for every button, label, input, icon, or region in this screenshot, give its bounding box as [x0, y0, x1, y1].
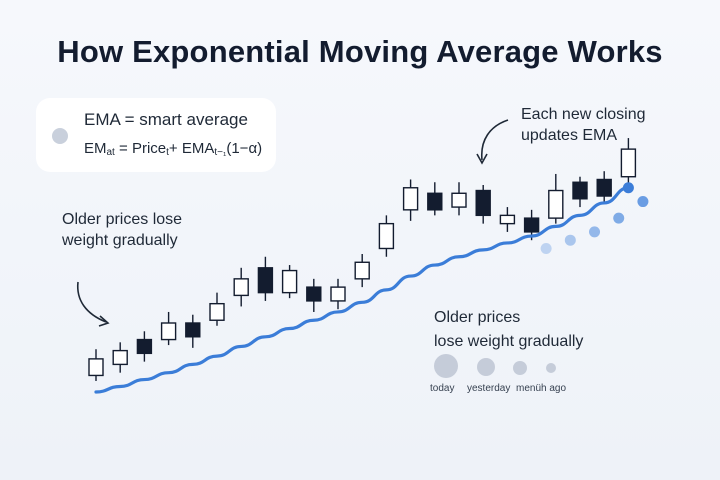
- weight-label-ago: menüh ago: [516, 383, 567, 394]
- formula-part-d: (1−α): [226, 140, 263, 157]
- formula-part-b: = Price: [114, 140, 167, 157]
- candle-body: [136, 338, 153, 355]
- candle-body: [620, 148, 637, 178]
- formula-sub-c: t−₁: [214, 147, 227, 158]
- formula-part-a: EM: [84, 140, 107, 157]
- fading-dots-group: [540, 182, 649, 254]
- weight-dot-yesterday: [477, 358, 495, 376]
- candle-body: [257, 267, 274, 294]
- top-right-annotation: Each new closing updates EMA: [521, 104, 646, 146]
- top-arrow: [481, 119, 509, 161]
- formula-line-1: EMA = smart average: [84, 110, 248, 129]
- candle-body: [233, 278, 249, 297]
- weight-dot-oldest: [546, 363, 556, 373]
- bullet-dot: [52, 128, 68, 144]
- candle-body: [548, 189, 564, 219]
- candle-body: [523, 217, 540, 233]
- right-annotation: Older prices lose weight gradually: [434, 306, 583, 354]
- candle-body: [427, 192, 443, 211]
- top-arrow-head: [476, 153, 488, 165]
- left-arrow: [77, 281, 107, 323]
- fading-dot: [613, 212, 625, 224]
- formula-sub-a: at: [106, 147, 115, 158]
- top-right-annotation-line-1: Each new closing: [521, 106, 646, 123]
- left-arrow-head: [98, 315, 110, 327]
- candle-body: [572, 181, 588, 200]
- candle-body: [402, 187, 419, 211]
- fading-dot: [540, 242, 552, 254]
- formula-line-2: EMat = Pricet+ EMAt−₁(1−α): [84, 140, 262, 158]
- candle-body: [451, 192, 467, 208]
- ema-endpoint: [622, 182, 634, 194]
- fading-dot: [564, 234, 576, 246]
- candle-body: [499, 214, 516, 225]
- fading-dot: [589, 226, 601, 238]
- candle-body: [354, 261, 370, 280]
- candle-body: [330, 286, 346, 302]
- candles-group: [88, 138, 637, 381]
- candle-body: [378, 222, 395, 250]
- weight-dot-today: [434, 354, 458, 378]
- right-annotation-line-1: Older prices: [434, 309, 521, 326]
- candle-body: [281, 269, 298, 294]
- top-right-annotation-line-2: updates EMA: [521, 127, 618, 144]
- weight-label-yesterday: yesterday: [467, 383, 511, 394]
- weight-legend: today yesterday menüh ago: [426, 352, 586, 402]
- candle-body: [306, 286, 322, 302]
- formula-part-c: + EMA: [168, 140, 215, 157]
- page-title: How Exponential Moving Average Works: [57, 34, 663, 69]
- ema-line: [94, 186, 630, 394]
- left-annotation: Older prices lose weight gradually: [62, 211, 183, 249]
- formula-sub-b: t: [166, 147, 169, 158]
- candle-body: [475, 189, 491, 217]
- candle-body: [160, 322, 177, 341]
- right-annotation-line-2: lose weight gradually: [434, 333, 584, 350]
- candle-body: [209, 302, 225, 321]
- candle-body: [596, 178, 612, 197]
- formula-box: EMA = smart average EMat = Pricet+ EMAt−…: [36, 98, 276, 172]
- candle-body: [112, 349, 128, 366]
- weight-dot-older: [513, 361, 527, 375]
- weight-label-today: today: [430, 383, 455, 394]
- candle-body: [88, 358, 104, 377]
- fading-dot: [637, 196, 649, 208]
- candle-body: [185, 322, 201, 338]
